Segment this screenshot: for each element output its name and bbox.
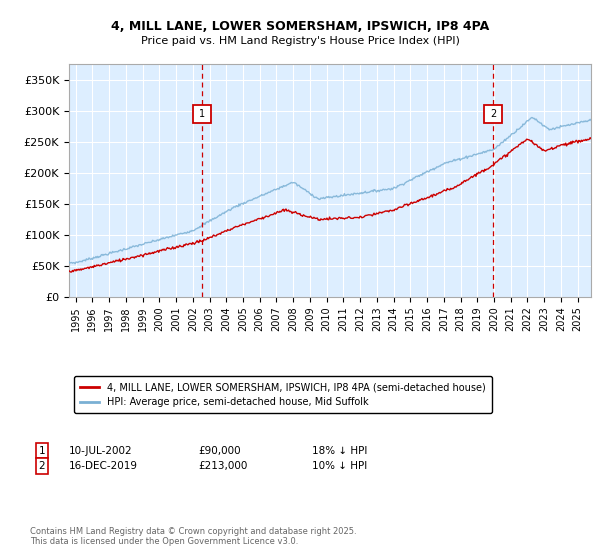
Text: Price paid vs. HM Land Registry's House Price Index (HPI): Price paid vs. HM Land Registry's House … bbox=[140, 36, 460, 46]
Text: 4, MILL LANE, LOWER SOMERSHAM, IPSWICH, IP8 4PA: 4, MILL LANE, LOWER SOMERSHAM, IPSWICH, … bbox=[111, 20, 489, 32]
Text: 10% ↓ HPI: 10% ↓ HPI bbox=[312, 461, 367, 471]
Text: £90,000: £90,000 bbox=[198, 446, 241, 456]
Text: £213,000: £213,000 bbox=[198, 461, 247, 471]
Text: 1: 1 bbox=[199, 109, 205, 119]
Text: 10-JUL-2002: 10-JUL-2002 bbox=[69, 446, 133, 456]
Text: Contains HM Land Registry data © Crown copyright and database right 2025.
This d: Contains HM Land Registry data © Crown c… bbox=[30, 526, 356, 546]
Text: 16-DEC-2019: 16-DEC-2019 bbox=[69, 461, 138, 471]
Text: 2: 2 bbox=[38, 461, 46, 471]
Legend: 4, MILL LANE, LOWER SOMERSHAM, IPSWICH, IP8 4PA (semi-detached house), HPI: Aver: 4, MILL LANE, LOWER SOMERSHAM, IPSWICH, … bbox=[74, 376, 491, 413]
Text: 18% ↓ HPI: 18% ↓ HPI bbox=[312, 446, 367, 456]
Text: 1: 1 bbox=[38, 446, 46, 456]
Text: 2: 2 bbox=[490, 109, 496, 119]
